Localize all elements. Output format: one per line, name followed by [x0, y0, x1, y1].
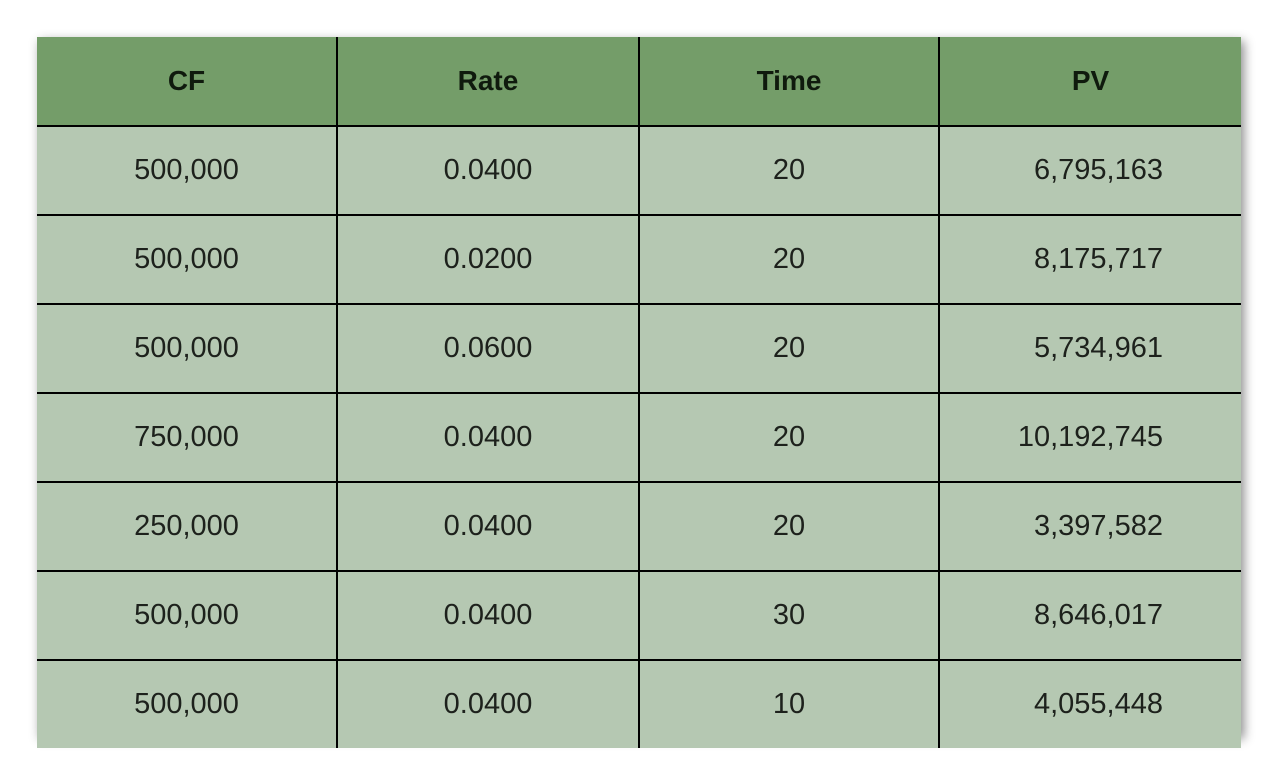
- time-cell: 20: [638, 125, 940, 216]
- rate-cell: 0.0600: [336, 303, 640, 394]
- cf-cell: 500,000: [37, 659, 338, 748]
- cf-cell: 250,000: [37, 481, 338, 572]
- column-header-time: Time: [638, 37, 940, 127]
- table-row: 750,000 0.0400 20 10,192,745: [37, 392, 1241, 483]
- rate-cell: 0.0400: [336, 392, 640, 483]
- column-header-rate: Rate: [336, 37, 640, 127]
- table-row: 500,000 0.0200 20 8,175,717: [37, 214, 1241, 305]
- time-cell: 30: [638, 570, 940, 661]
- pv-cell: 8,646,017: [938, 570, 1241, 661]
- pv-cell: 8,175,717: [938, 214, 1241, 305]
- present-value-table-frame: CF Rate Time PV 500,000 0.0400 20 6,795,…: [37, 37, 1241, 748]
- pv-cell: 4,055,448: [938, 659, 1241, 748]
- present-value-table: CF Rate Time PV 500,000 0.0400 20 6,795,…: [37, 37, 1241, 748]
- pv-cell: 3,397,582: [938, 481, 1241, 572]
- pv-cell: 10,192,745: [938, 392, 1241, 483]
- table-row: 500,000 0.0600 20 5,734,961: [37, 303, 1241, 394]
- header-row: CF Rate Time PV: [37, 37, 1241, 127]
- time-cell: 20: [638, 303, 940, 394]
- table-row: 500,000 0.0400 30 8,646,017: [37, 570, 1241, 661]
- cf-cell: 750,000: [37, 392, 338, 483]
- pv-cell: 6,795,163: [938, 125, 1241, 216]
- rate-cell: 0.0200: [336, 214, 640, 305]
- time-cell: 20: [638, 214, 940, 305]
- cf-cell: 500,000: [37, 303, 338, 394]
- time-cell: 20: [638, 481, 940, 572]
- column-header-cf: CF: [37, 37, 338, 127]
- time-cell: 20: [638, 392, 940, 483]
- table-row: 250,000 0.0400 20 3,397,582: [37, 481, 1241, 572]
- table-body: 500,000 0.0400 20 6,795,163 500,000 0.02…: [37, 125, 1241, 748]
- rate-cell: 0.0400: [336, 125, 640, 216]
- table-row: 500,000 0.0400 10 4,055,448: [37, 659, 1241, 748]
- column-header-pv: PV: [938, 37, 1241, 127]
- table-header: CF Rate Time PV: [37, 37, 1241, 127]
- table-row: 500,000 0.0400 20 6,795,163: [37, 125, 1241, 216]
- time-cell: 10: [638, 659, 940, 748]
- cf-cell: 500,000: [37, 125, 338, 216]
- pv-cell: 5,734,961: [938, 303, 1241, 394]
- cf-cell: 500,000: [37, 214, 338, 305]
- cf-cell: 500,000: [37, 570, 338, 661]
- rate-cell: 0.0400: [336, 659, 640, 748]
- rate-cell: 0.0400: [336, 481, 640, 572]
- rate-cell: 0.0400: [336, 570, 640, 661]
